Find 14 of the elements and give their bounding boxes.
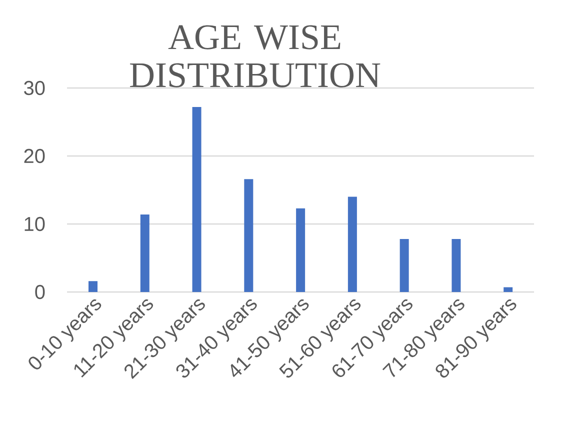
y-tick-label: 20 [24,148,45,164]
y-tick-label: 10 [24,216,45,232]
y-tick-label: 30 [24,80,45,96]
bar [244,179,254,292]
bar [296,208,306,292]
bar [348,196,357,292]
y-tick-label: 0 [35,284,45,300]
bar [140,214,150,292]
bar [504,287,513,292]
bar [452,238,461,292]
bar [192,107,202,292]
bar [88,281,98,292]
chart-title: AGE WISE DISTRIBUTION [130,25,380,88]
bar [400,238,409,292]
